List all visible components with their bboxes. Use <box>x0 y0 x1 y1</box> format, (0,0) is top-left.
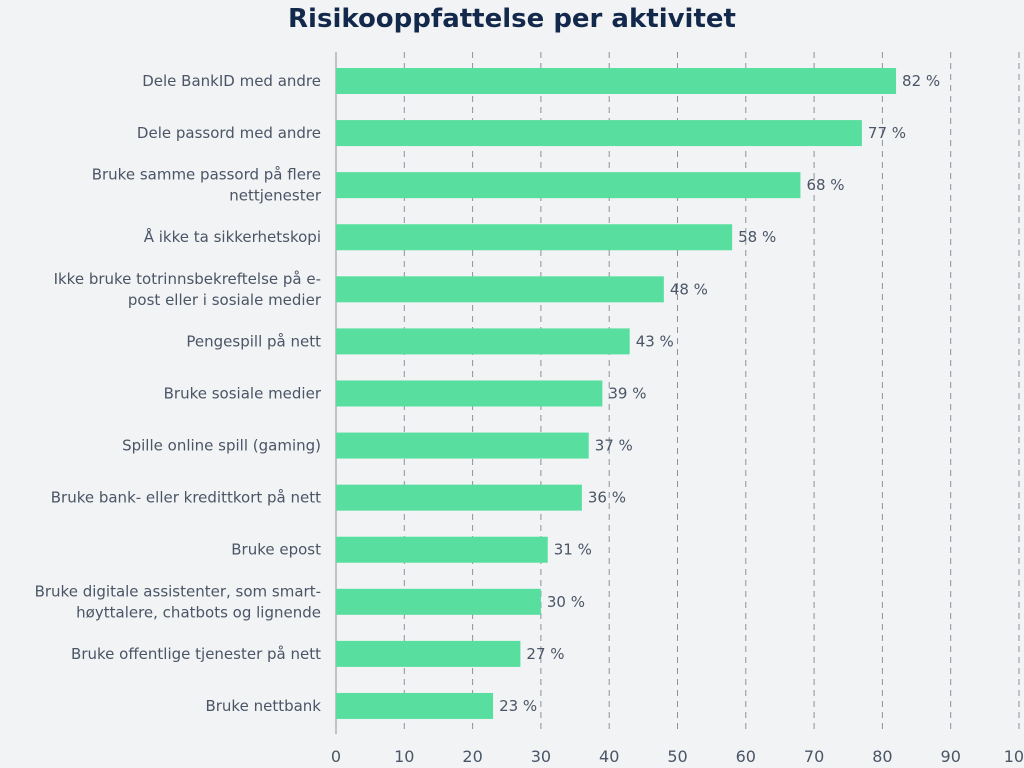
category-labels: Dele BankID med andre Dele passord med an… <box>35 72 322 715</box>
category-label: Bruke digitale assistenter, som smart-hø… <box>35 582 321 621</box>
value-labels: 82 % 77 % 68 % 58 % 48 % 43 % 39 % 37 % 36 % 31 %… <box>499 72 940 715</box>
x-tick-label: 50 <box>667 747 687 766</box>
x-tick-label: 10 <box>394 747 414 766</box>
data-label: 30 % <box>547 593 585 611</box>
bar <box>336 276 664 303</box>
bar <box>336 432 589 459</box>
x-axis-ticks: 0 10 20 30 40 50 60 70 80 90 100 <box>331 747 1024 766</box>
data-label: 82 % <box>902 72 940 90</box>
category-label: Spille online spill (gaming) <box>122 437 321 455</box>
bar <box>336 588 541 615</box>
category-label: Pengespill på nett <box>186 332 321 350</box>
bars <box>336 68 897 719</box>
x-tick-label: 20 <box>462 747 482 766</box>
x-tick-label: 40 <box>599 747 619 766</box>
bar <box>336 380 603 407</box>
data-label: 39 % <box>608 384 646 402</box>
category-label: Bruke sosiale medier <box>164 384 322 402</box>
data-label: 37 % <box>595 437 633 455</box>
bar <box>336 68 897 94</box>
bar <box>336 640 521 667</box>
x-tick-label: 80 <box>872 747 892 766</box>
data-label: 36 % <box>588 489 626 507</box>
category-label: Bruke nettbank <box>205 697 321 715</box>
category-label: Dele BankID med andre <box>142 72 321 90</box>
data-label: 23 % <box>499 697 537 715</box>
category-label: Ikke bruke totrinnsbekreftelse på e-post… <box>54 270 322 309</box>
bar <box>336 172 801 199</box>
data-label: 31 % <box>554 541 592 559</box>
category-label: Bruke epost <box>231 541 321 559</box>
data-label: 43 % <box>636 332 674 350</box>
bar <box>336 120 862 147</box>
data-label: 27 % <box>526 645 564 663</box>
bar <box>336 224 733 251</box>
x-tick-label: 0 <box>331 747 341 766</box>
bar <box>336 328 630 355</box>
data-label: 77 % <box>868 124 906 142</box>
category-label: Bruke bank- eller kredittkort på nett <box>51 489 321 507</box>
data-label: 68 % <box>806 176 844 194</box>
x-tick-label: 100 <box>1004 747 1024 766</box>
data-label: 48 % <box>670 280 708 298</box>
bar <box>336 692 494 719</box>
bar <box>336 536 548 563</box>
x-tick-label: 30 <box>531 747 551 766</box>
x-tick-label: 90 <box>941 747 961 766</box>
data-label: 58 % <box>738 228 776 246</box>
category-label: Bruke samme passord på flere nettjenester <box>92 166 322 205</box>
category-label: Dele passord med andre <box>137 124 321 142</box>
bar <box>336 484 582 511</box>
category-label: Bruke offentlige tjenester på nett <box>71 645 321 663</box>
x-tick-label: 70 <box>804 747 824 766</box>
x-tick-label: 60 <box>736 747 756 766</box>
chart-title: Risikooppfattelse per aktivitet <box>288 4 736 34</box>
category-label: Å ikke ta sikkerhetskopi <box>144 227 321 246</box>
